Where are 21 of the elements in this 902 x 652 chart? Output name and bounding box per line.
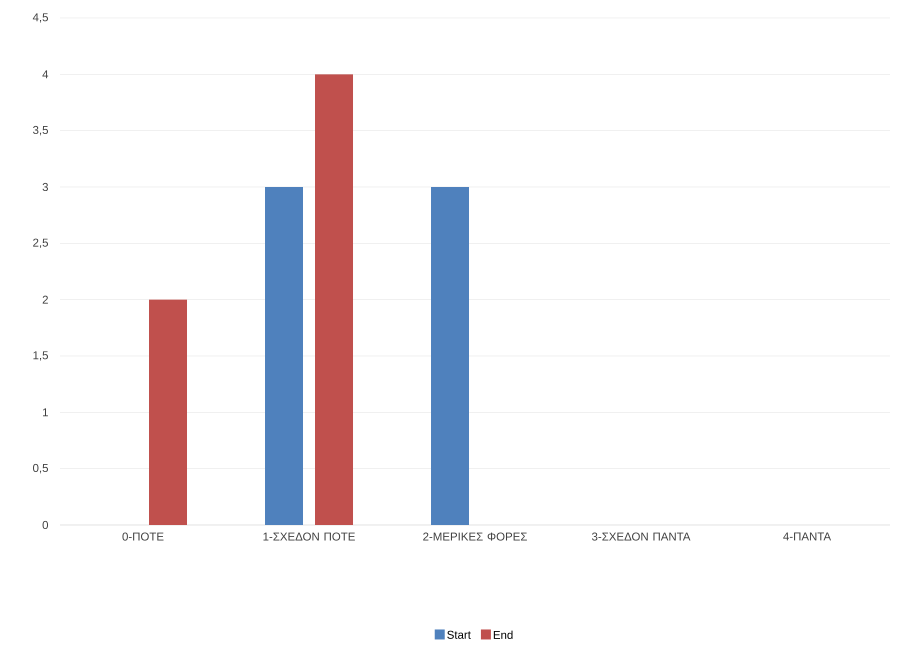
bar bbox=[431, 186, 470, 525]
x-tick-label: 1-ΣΧΕΔΟΝ ΠΟΤΕ bbox=[263, 532, 355, 541]
y-tick-label: 3,5 bbox=[33, 126, 48, 136]
x-tick-label: 2-ΜΕΡΙΚΕΣ ΦΟΡΕΣ bbox=[423, 532, 527, 541]
y-tick-label: 4,5 bbox=[32, 13, 48, 23]
x-tick-label: 3-ΣΧΕΔΟΝ ΠΑΝΤΑ bbox=[592, 532, 690, 541]
y-tick-label: 2,5 bbox=[33, 238, 48, 248]
y-tick-label: 4 bbox=[42, 70, 48, 78]
y-tick-label: 0,5 bbox=[33, 464, 48, 474]
x-tick-label: 4-ΠΑΝΤΑ bbox=[783, 532, 832, 540]
y-tick-label: 3 bbox=[42, 182, 48, 192]
y-tick-label: 2 bbox=[42, 296, 48, 304]
bar bbox=[315, 74, 354, 525]
bar bbox=[265, 186, 304, 525]
x-tick-label: 0-ΠΟΤΕ bbox=[122, 532, 164, 541]
y-tick-label: 0 bbox=[42, 520, 48, 530]
legend-label: Start bbox=[447, 630, 471, 639]
y-tick-label: 1 bbox=[42, 408, 48, 416]
bar bbox=[149, 300, 188, 525]
legend-label: End bbox=[494, 630, 513, 639]
y-tick-label: 1,5 bbox=[33, 351, 48, 361]
